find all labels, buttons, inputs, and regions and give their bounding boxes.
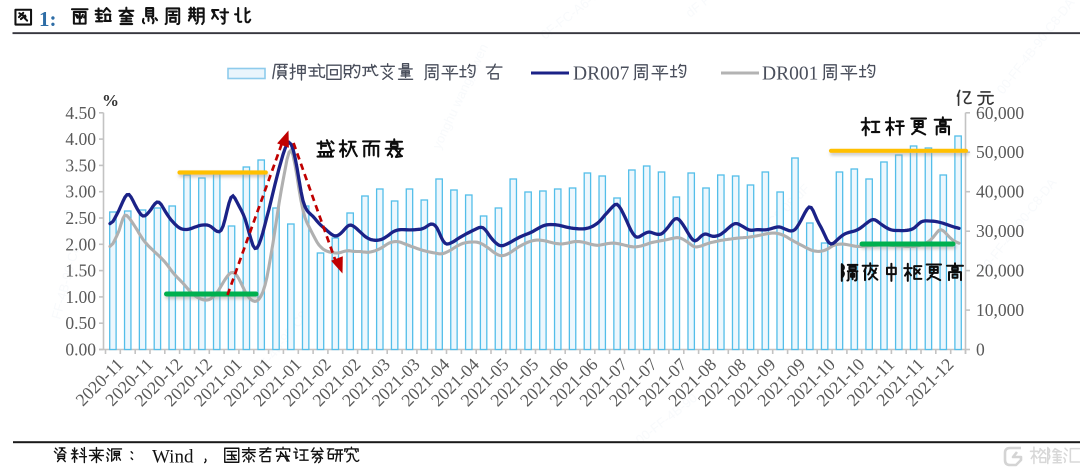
svg-text:40,000: 40,000 — [976, 182, 1024, 202]
svg-text:1.50: 1.50 — [65, 261, 96, 281]
svg-text:yonghu wangjiawen: yonghu wangjiawen — [429, 41, 491, 151]
svg-text:0.00: 0.00 — [65, 340, 96, 360]
svg-text:00-FF-4B-90-C8-DA: 00-FF-4B-90-C8-DA — [994, 0, 1078, 97]
svg-text:10,000: 10,000 — [976, 300, 1024, 320]
svg-text:0: 0 — [976, 340, 985, 360]
svg-text:0F-FC-A6-C8-DA-00: 0F-FC-A6-C8-DA-00 — [538, 0, 641, 42]
svg-text:1:: 1: — [39, 7, 57, 31]
svg-text:2.50: 2.50 — [65, 208, 96, 228]
svg-text:30,000: 30,000 — [976, 221, 1024, 241]
svg-text:20,000: 20,000 — [976, 261, 1024, 281]
svg-text:3.50: 3.50 — [65, 155, 96, 175]
svg-text:2.00: 2.00 — [65, 234, 96, 254]
svg-text:%: % — [102, 91, 119, 110]
svg-text:dF F4 b0 C8 08: dF F4 b0 C8 08 — [683, 0, 763, 20]
svg-text:Wind: Wind — [152, 447, 194, 468]
svg-text:60,000: 60,000 — [976, 103, 1024, 123]
svg-text:50,000: 50,000 — [976, 142, 1024, 162]
svg-text:DR001: DR001 — [762, 64, 818, 85]
svg-text:4.50: 4.50 — [65, 103, 96, 123]
svg-text:DR007: DR007 — [573, 64, 630, 85]
svg-text:3.00: 3.00 — [65, 182, 96, 202]
svg-text:1.00: 1.00 — [65, 287, 96, 307]
svg-text:4.00: 4.00 — [65, 129, 96, 149]
svg-text:0.50: 0.50 — [65, 313, 96, 333]
svg-text:FF-4B-90-C8: FF-4B-90-C8 — [48, 244, 82, 321]
